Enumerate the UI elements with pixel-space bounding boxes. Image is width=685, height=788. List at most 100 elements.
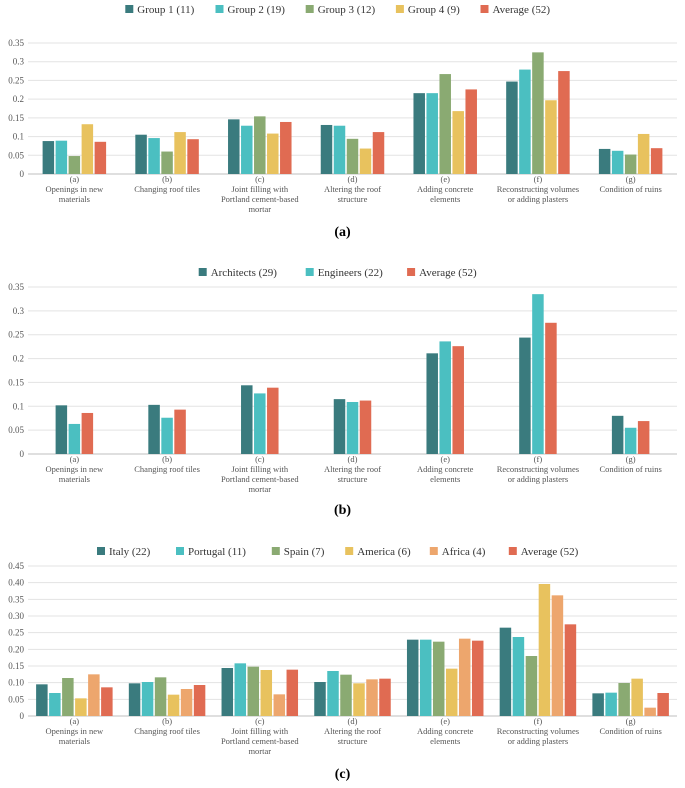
bar <box>611 150 624 174</box>
y-tick-label: 0.25 <box>8 330 24 340</box>
x-category-label: (c) <box>255 174 265 184</box>
bar <box>471 640 484 716</box>
bar <box>458 638 471 716</box>
bar <box>605 692 617 716</box>
bar <box>167 694 180 716</box>
x-category-label: Adding concrete <box>417 184 474 194</box>
bar <box>247 666 260 716</box>
x-category-label: mortar <box>248 484 271 494</box>
panel-label: (c) <box>335 767 351 782</box>
bar <box>532 294 544 454</box>
bar <box>228 119 240 174</box>
legend-swatch <box>407 268 416 276</box>
bar <box>101 687 113 716</box>
x-category-label: (d) <box>348 716 358 726</box>
bar <box>135 134 147 174</box>
bar <box>538 584 551 716</box>
bar <box>180 689 193 716</box>
bar <box>333 125 346 174</box>
bar <box>359 400 372 454</box>
legend-swatch <box>305 5 314 13</box>
x-category-label: Joint filling with <box>231 726 288 736</box>
x-category-label: (g) <box>626 716 636 726</box>
bar <box>314 682 326 716</box>
x-category-label: (f) <box>534 716 543 726</box>
bar <box>637 421 650 454</box>
x-category-label: Portland cement-based <box>221 736 299 746</box>
x-category-label: elements <box>430 736 460 746</box>
bar <box>419 639 432 716</box>
y-tick-label: 0.15 <box>8 113 24 123</box>
x-category-label: (g) <box>626 454 636 464</box>
y-tick-label: 0.35 <box>8 282 24 292</box>
bar <box>346 138 359 174</box>
bar <box>254 393 266 454</box>
bar <box>241 385 253 454</box>
bar <box>452 111 464 174</box>
bar <box>624 154 637 174</box>
x-category-label: Reconstructing volumes <box>497 184 579 194</box>
y-tick-label: 0.15 <box>8 377 24 387</box>
bar <box>193 685 206 716</box>
x-category-label: elements <box>430 474 460 484</box>
panel-label: (b) <box>334 503 351 518</box>
x-category-label: (c) <box>255 716 265 726</box>
bar <box>327 671 339 716</box>
bar <box>320 124 333 174</box>
x-category-label: materials <box>59 474 90 484</box>
bar <box>68 156 81 174</box>
legend-label: Spain (7) <box>284 546 325 558</box>
bar <box>372 132 385 174</box>
y-tick-label: 0.05 <box>8 425 24 435</box>
x-category-label: Joint filling with <box>231 464 288 474</box>
y-tick-label: 0.10 <box>8 678 24 688</box>
bar <box>273 694 286 716</box>
bar <box>426 93 438 174</box>
legend-label: Group 1 (11) <box>137 4 194 16</box>
x-category-label: or adding plasters <box>508 736 568 746</box>
x-category-label: (c) <box>255 454 265 464</box>
legend-label: Architects (29) <box>211 267 278 279</box>
bar <box>68 423 81 454</box>
legend-label: Africa (4) <box>442 546 486 558</box>
bar <box>413 93 425 174</box>
x-category-label: structure <box>338 474 368 484</box>
bar <box>81 124 94 174</box>
legend-label: Average (52) <box>493 4 551 16</box>
bar <box>519 337 531 454</box>
x-category-label: (f) <box>534 174 543 184</box>
y-tick-label: 0.1 <box>13 401 24 411</box>
legend-swatch <box>97 547 105 555</box>
bar <box>75 698 87 716</box>
panel-label: (a) <box>334 225 351 240</box>
x-category-label: Changing roof tiles <box>134 184 200 194</box>
x-category-label: Portland cement-based <box>221 474 299 484</box>
x-category-label: (e) <box>440 174 450 184</box>
bar <box>94 141 107 174</box>
bar <box>88 674 100 716</box>
y-tick-label: 0.35 <box>8 38 24 48</box>
x-category-label: (a) <box>70 454 80 464</box>
bar <box>346 401 359 454</box>
bar <box>379 678 391 716</box>
bar <box>55 405 68 454</box>
x-category-label: structure <box>338 194 368 204</box>
x-category-label: (f) <box>534 454 543 464</box>
chart-panel-a: 00.050.10.150.20.250.30.35(a)Openings in… <box>8 4 677 240</box>
bar <box>353 683 365 716</box>
bar <box>650 148 663 174</box>
y-tick-label: 0.1 <box>13 132 24 142</box>
x-category-label: Condition of ruins <box>599 726 661 736</box>
x-category-label: (b) <box>162 174 172 184</box>
y-tick-label: 0 <box>20 449 25 459</box>
y-tick-label: 0.3 <box>13 57 25 67</box>
x-category-label: mortar <box>248 746 271 756</box>
bar <box>154 677 167 716</box>
bar <box>545 322 557 454</box>
bar <box>366 679 378 716</box>
bar <box>260 670 273 716</box>
legend-swatch <box>125 5 134 13</box>
bar <box>174 132 186 174</box>
bar <box>406 639 419 716</box>
x-category-label: (b) <box>162 716 172 726</box>
